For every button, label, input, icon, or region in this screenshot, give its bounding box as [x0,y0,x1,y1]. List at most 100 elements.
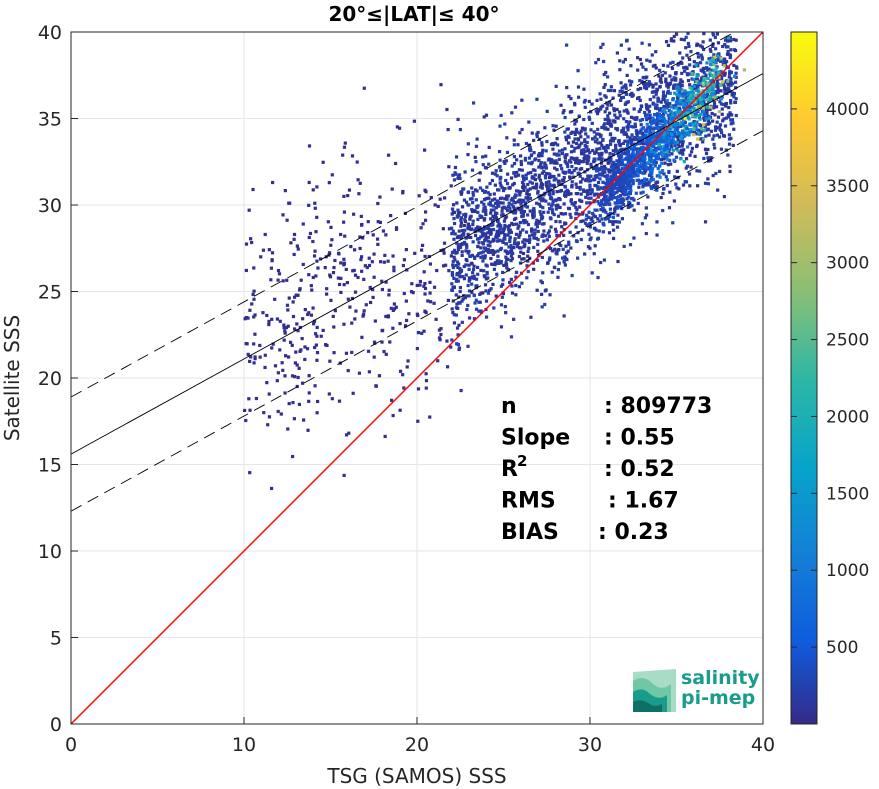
density-cell [504,178,508,183]
density-cell [464,294,468,298]
density-cell [709,158,713,163]
density-cell [602,72,606,77]
density-cell [651,116,655,120]
density-cell [478,214,482,218]
density-cell [726,39,730,43]
density-cell [450,207,455,211]
density-cell [495,272,499,276]
density-cell [417,194,421,198]
density-cell [592,157,596,161]
density-cell [275,379,279,383]
density-cell [621,202,626,207]
density-cell [608,202,612,207]
density-cell [638,119,643,123]
density-cell [270,258,274,262]
density-cell [591,211,595,216]
density-cell [458,127,462,132]
density-cell [282,323,286,327]
density-cell [720,77,724,81]
stat-value: : 809773 [604,394,712,419]
density-cell [526,171,530,175]
density-cell [491,237,495,241]
density-cell [478,171,482,175]
density-cell [404,318,409,323]
density-cell [548,184,552,188]
density-cell [326,220,330,224]
density-cell [593,177,597,182]
density-cell [613,207,617,211]
density-cell [682,66,686,70]
density-cell [690,71,694,76]
density-cell [367,370,371,374]
density-cell [332,265,336,270]
density-cell [450,282,454,286]
density-cell [489,256,493,261]
density-cell [503,161,507,165]
density-cell [648,97,652,102]
density-cell [596,180,601,185]
density-cell [656,156,660,160]
density-cell [525,205,530,209]
density-cell [491,227,496,232]
density-cell [617,93,621,97]
density-cell [674,103,678,107]
density-cell [283,354,288,358]
density-cell [609,88,613,93]
density-cell [701,140,705,144]
density-cell [630,80,634,84]
density-cell [678,92,683,96]
density-cell [438,197,442,201]
density-cell [515,244,520,249]
density-cell [613,166,617,170]
density-cell [669,138,674,142]
density-cell [609,124,614,128]
density-cell [646,143,650,147]
density-cell [563,156,568,160]
density-cell [611,176,615,180]
density-cell [709,79,713,83]
density-cell [275,317,280,321]
density-cell [562,202,566,206]
density-cell [657,74,661,78]
density-cell [605,187,609,192]
density-cell [685,164,689,168]
density-cell [480,229,484,233]
density-cell [394,227,399,231]
density-cell [611,222,615,226]
density-cell [392,269,396,273]
density-cell [641,139,645,144]
density-cell [606,117,610,121]
density-cell [724,101,729,106]
density-cell [733,80,738,84]
density-cell [470,290,474,295]
density-cell [701,40,705,44]
density-cell [553,247,557,251]
density-cell [670,152,674,156]
density-cell [696,107,700,111]
density-cell [401,373,405,377]
density-cell [328,275,333,279]
density-cell [622,244,626,249]
density-cell [578,167,582,171]
density-cell [254,396,259,401]
density-cell [540,186,544,190]
density-cell [556,275,560,279]
density-cell [648,172,652,176]
density-cell [636,68,640,72]
density-cell [666,126,670,130]
density-cell [701,109,706,113]
density-cell [530,175,534,179]
density-cell [655,87,659,91]
density-cell [459,192,463,196]
density-cell [543,126,547,130]
density-cell [365,265,369,270]
density-cell [615,107,619,112]
density-cell [298,349,302,353]
density-cell [479,255,483,260]
density-cell [702,129,707,133]
density-cell [312,254,317,258]
density-cell [460,228,465,233]
density-cell [511,183,515,187]
density-cell [681,94,685,98]
density-cell [626,111,630,115]
